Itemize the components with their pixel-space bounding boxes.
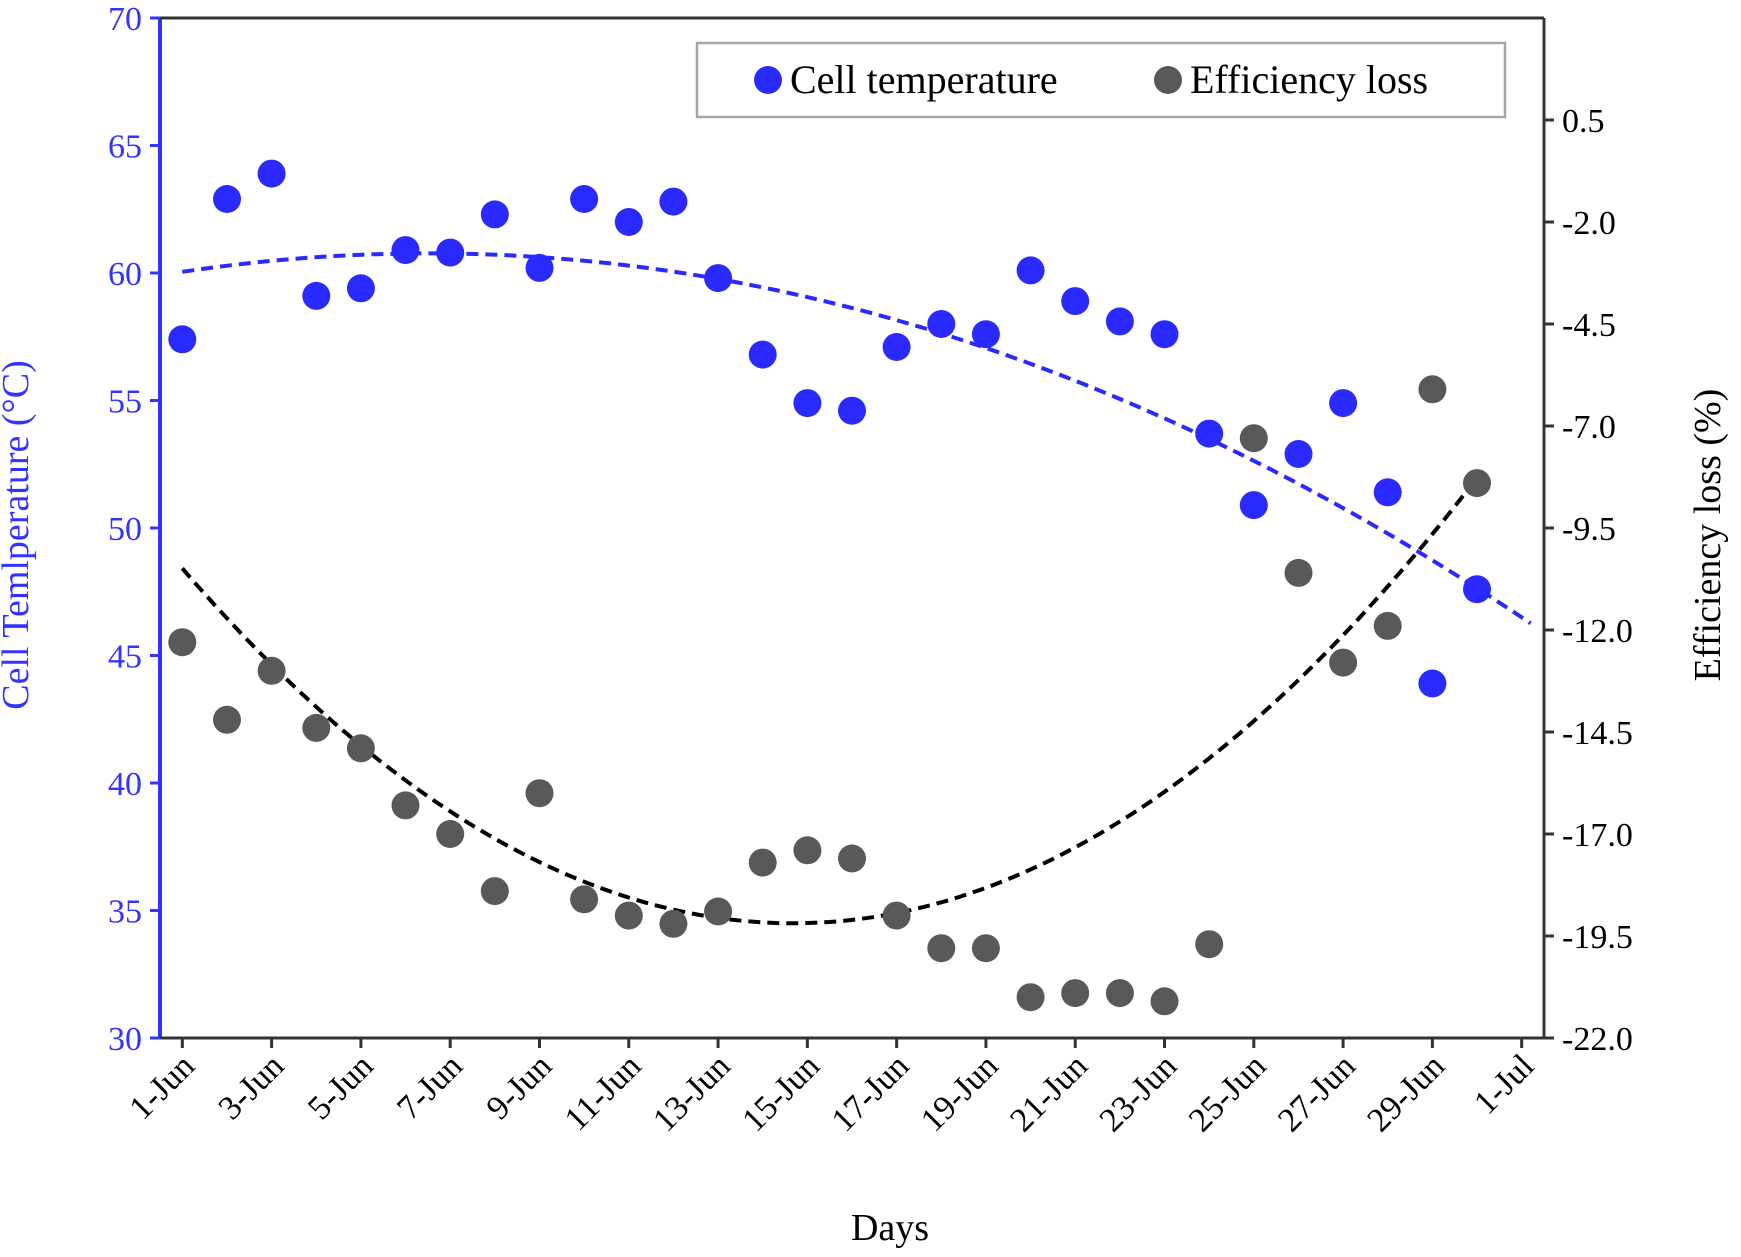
point-efficiency-loss	[927, 934, 956, 963]
point-cell-temperature	[480, 200, 509, 229]
right-y-axis-title: Efficiency loss (%)	[1687, 389, 1729, 682]
right-y-tick-label: -7.0	[1562, 409, 1616, 446]
point-cell-temperature	[614, 208, 643, 236]
point-cell-temperature	[1418, 669, 1447, 698]
point-cell-temperature	[525, 253, 554, 282]
right-y-tick-label: -4.5	[1562, 307, 1616, 344]
data-points-layer	[168, 159, 1491, 1016]
point-efficiency-loss	[1373, 611, 1402, 640]
left-y-tick-label: 45	[108, 639, 142, 676]
right-y-tick-label: -19.5	[1562, 919, 1633, 956]
point-efficiency-loss	[302, 713, 331, 742]
right-y-tick-label: -9.5	[1562, 511, 1616, 548]
point-cell-temperature	[346, 274, 375, 303]
point-cell-temperature	[257, 159, 286, 188]
legend: Cell temperature Efficiency loss	[695, 41, 1507, 119]
point-efficiency-loss	[346, 734, 375, 763]
legend-label-efficiency-loss: Efficiency loss	[1190, 57, 1428, 102]
trendline-efficiency-loss	[180, 476, 1479, 926]
point-efficiency-loss	[793, 836, 822, 865]
legend-marker-cell-temperature	[754, 66, 782, 94]
point-efficiency-loss	[1150, 987, 1179, 1016]
point-cell-temperature	[1105, 307, 1134, 336]
point-efficiency-loss	[659, 909, 688, 938]
right-y-ticks: -22.0 -19.5 -17.0 -14.5 -12.0 -9.5 -7.0 -4.5 -2.…	[1544, 103, 1633, 1058]
point-cell-temperature	[1239, 491, 1268, 520]
legend-label-cell-temperature: Cell temperature	[790, 57, 1058, 102]
point-cell-temperature	[704, 264, 733, 293]
point-cell-temperature	[1373, 478, 1402, 507]
point-efficiency-loss	[168, 628, 197, 657]
point-efficiency-loss	[391, 791, 420, 820]
point-cell-temperature	[1016, 256, 1045, 285]
point-efficiency-loss	[525, 779, 554, 808]
x-axis-title: Days	[851, 1207, 929, 1249]
point-efficiency-loss	[971, 934, 1000, 963]
point-cell-temperature	[659, 187, 688, 216]
point-cell-temperature	[436, 238, 465, 267]
point-cell-temperature	[168, 325, 197, 354]
right-y-tick-label: -12.0	[1562, 613, 1633, 650]
point-cell-temperature	[1195, 419, 1224, 448]
point-efficiency-loss	[1061, 979, 1090, 1008]
point-efficiency-loss	[1016, 983, 1045, 1012]
right-y-tick-label: 0.5	[1562, 103, 1605, 140]
point-cell-temperature	[302, 281, 331, 310]
left-y-axis-title: Cell Temlperature (°C)	[0, 360, 37, 710]
point-cell-temperature	[748, 340, 777, 369]
point-cell-temperature	[971, 320, 1000, 349]
point-cell-temperature	[1150, 320, 1179, 349]
point-efficiency-loss	[1105, 979, 1134, 1008]
point-cell-temperature	[882, 333, 911, 361]
point-efficiency-loss	[614, 901, 643, 930]
left-y-tick-label: 70	[108, 1, 142, 38]
point-efficiency-loss	[480, 877, 509, 906]
left-y-tick-label: 50	[108, 511, 142, 548]
left-y-tick-label: 55	[108, 384, 142, 421]
point-efficiency-loss	[1284, 558, 1313, 587]
point-efficiency-loss	[1239, 424, 1268, 453]
left-y-tick-label: 35	[108, 894, 142, 931]
point-efficiency-loss	[570, 885, 599, 914]
right-y-tick-label: -22.0	[1562, 1021, 1633, 1058]
right-y-tick-label: -17.0	[1562, 817, 1633, 854]
right-y-tick-label: -2.0	[1562, 205, 1616, 242]
left-y-ticks: 30 35 40 45 50 55 60 65 70	[108, 1, 160, 1058]
point-efficiency-loss	[1418, 375, 1447, 404]
point-efficiency-loss	[213, 705, 241, 734]
right-y-tick-label: -14.5	[1562, 715, 1633, 752]
trendline-cell-temperature	[182, 251, 1532, 625]
point-efficiency-loss	[1329, 648, 1358, 677]
left-y-tick-label: 40	[108, 766, 142, 803]
point-efficiency-loss	[704, 897, 733, 926]
trendline-layer	[180, 251, 1532, 926]
point-cell-temperature	[927, 310, 956, 338]
legend-marker-efficiency-loss	[1154, 66, 1182, 94]
point-cell-temperature	[838, 396, 866, 425]
left-y-tick-label: 60	[108, 256, 142, 293]
point-cell-temperature	[1061, 287, 1090, 316]
point-cell-temperature	[1284, 440, 1313, 468]
point-efficiency-loss	[1463, 469, 1491, 498]
point-cell-temperature	[570, 185, 599, 213]
left-y-tick-label: 65	[108, 129, 142, 166]
point-efficiency-loss	[882, 901, 911, 930]
point-efficiency-loss	[257, 656, 286, 685]
legend-box	[695, 41, 1507, 119]
point-cell-temperature	[793, 389, 822, 418]
point-efficiency-loss	[838, 844, 866, 873]
point-cell-temperature	[1463, 575, 1491, 604]
point-cell-temperature	[391, 236, 420, 265]
left-y-tick-label: 30	[108, 1021, 142, 1058]
point-cell-temperature	[213, 185, 241, 213]
point-cell-temperature	[1329, 389, 1358, 418]
point-efficiency-loss	[1195, 930, 1224, 959]
point-efficiency-loss	[436, 820, 465, 848]
point-efficiency-loss	[748, 848, 777, 877]
